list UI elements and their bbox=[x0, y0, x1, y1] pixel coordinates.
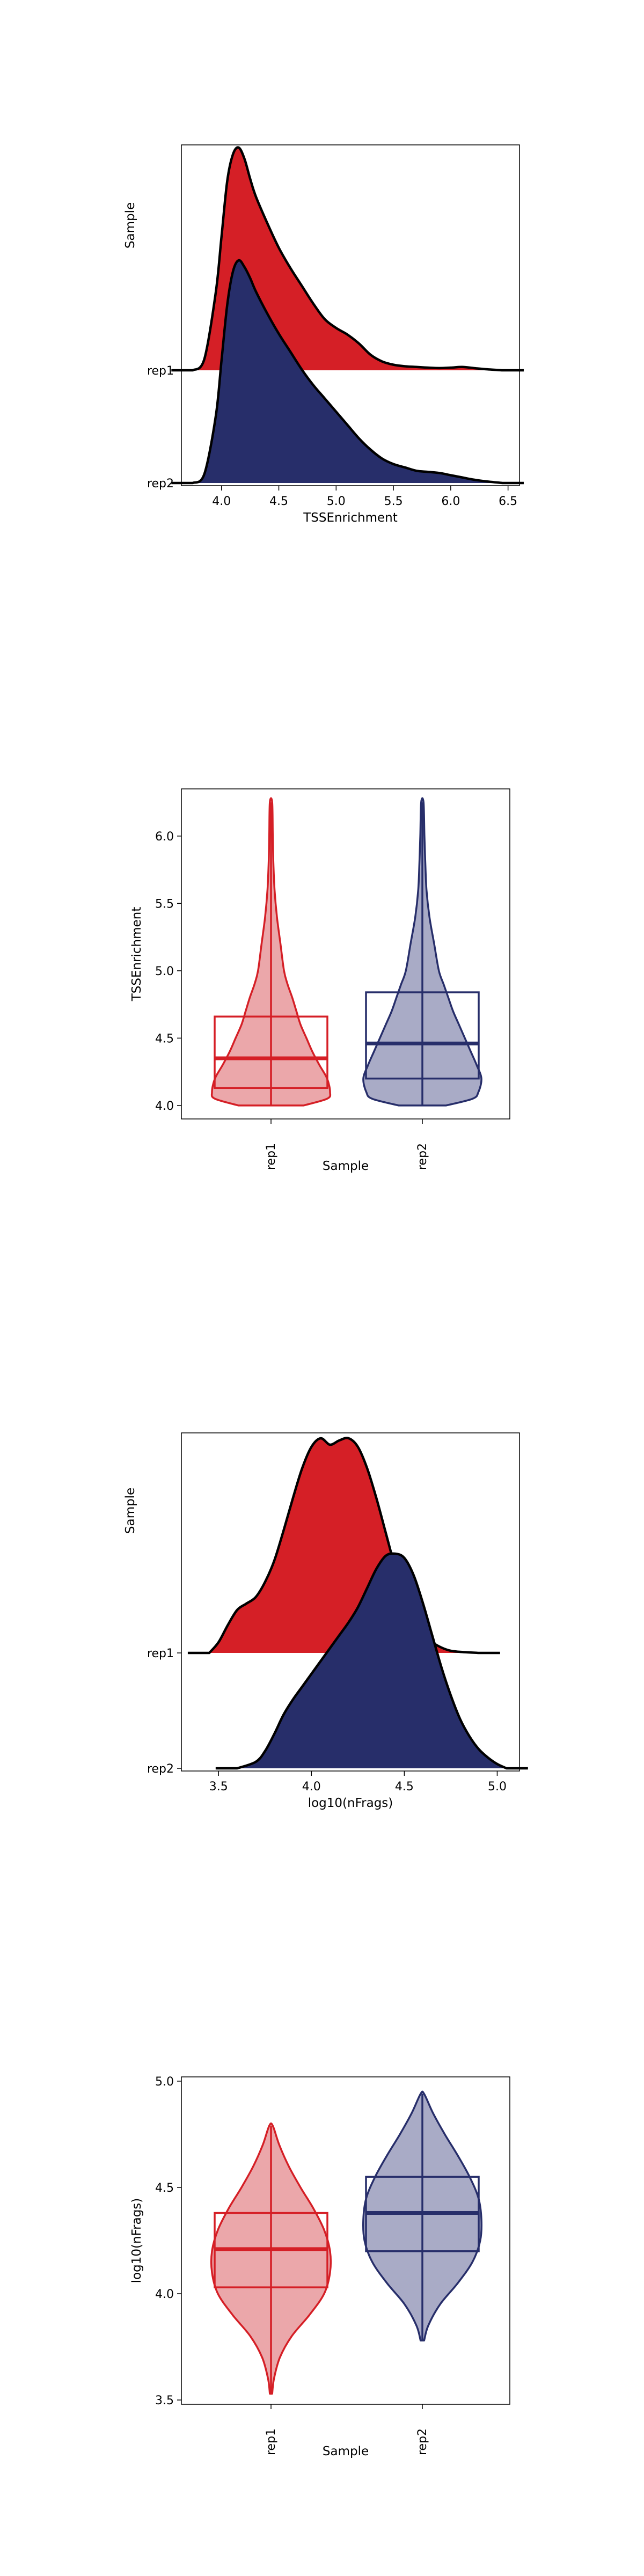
y-tick-label: 4.0 bbox=[155, 1100, 174, 1113]
x-tick-label-rep2: rep2 bbox=[416, 1143, 429, 1170]
ridge-line-rep2 bbox=[171, 259, 524, 485]
plot-frame bbox=[181, 788, 510, 1119]
x-tick-label: 6.0 bbox=[441, 495, 460, 508]
y-tick-label: 5.0 bbox=[155, 965, 174, 978]
x-tick-label-rep1: rep1 bbox=[265, 2428, 278, 2455]
violin-chart-2: rep1 rep2 4.0 4.5 5.0 5.5 6.0 Sample TSSEnrichme… bbox=[130, 788, 510, 1173]
ridge-fill-rep1 bbox=[193, 147, 502, 370]
y-tick-label: 3.5 bbox=[155, 2394, 174, 2407]
x-tick-label-rep2: rep2 bbox=[416, 2428, 429, 2455]
y-tick-label: 4.0 bbox=[155, 2288, 174, 2301]
y-tick-label: 6.0 bbox=[155, 830, 174, 844]
y-tick-label: 4.5 bbox=[155, 2182, 174, 2195]
ridge-fill-rep1 bbox=[209, 1438, 479, 1653]
x-tick-label: 4.5 bbox=[395, 1780, 414, 1794]
y-axis-label: TSSEnrichment bbox=[130, 907, 144, 1002]
x-tick-label: 4.0 bbox=[302, 1780, 321, 1794]
x-tick-label: 5.5 bbox=[384, 495, 403, 508]
x-tick-label-rep1: rep1 bbox=[265, 1143, 278, 1170]
x-axis-label: Sample bbox=[323, 2445, 369, 2458]
ridge-fill-rep2 bbox=[237, 1553, 507, 1768]
y-tick-label: 5.5 bbox=[155, 897, 174, 911]
x-tick-label: 6.5 bbox=[499, 495, 517, 508]
box-rep2 bbox=[365, 991, 480, 1080]
plot-frame bbox=[181, 144, 520, 486]
ridge-fill-rep2 bbox=[193, 260, 502, 483]
y-tick-label-rep1: rep1 bbox=[147, 1647, 174, 1660]
violin-chart-4: rep1 rep2 3.5 4.0 4.5 5.0 Sample log10(nFrags) bbox=[130, 2075, 510, 2458]
x-tick-label: 5.0 bbox=[488, 1780, 507, 1794]
x-axis-label: TSSEnrichment bbox=[303, 511, 398, 525]
plot-frame bbox=[181, 1432, 520, 1772]
x-axis-label: Sample bbox=[323, 1159, 369, 1173]
y-tick-label: 5.0 bbox=[155, 2075, 174, 2089]
x-tick-label: 4.0 bbox=[212, 495, 231, 508]
box-rep1 bbox=[214, 1015, 328, 1089]
ridge-line-rep1 bbox=[171, 146, 524, 372]
y-tick-label-rep2: rep2 bbox=[147, 477, 174, 491]
y-axis-label: log10(nFrags) bbox=[130, 2198, 144, 2284]
y-tick-label-rep2: rep2 bbox=[147, 1762, 174, 1776]
ridgeline-chart-3: rep1 rep2 3.5 4.0 4.5 5.0 log10(nFrags) Sample bbox=[123, 1432, 528, 1810]
y-axis-label: Sample bbox=[123, 1488, 137, 1534]
y-tick-label-rep1: rep1 bbox=[147, 364, 174, 378]
x-axis-label: log10(nFrags) bbox=[308, 1796, 393, 1810]
y-tick-label: 4.5 bbox=[155, 1032, 174, 1045]
ridgeline-chart-1: rep1 rep2 4.0 4.5 5.0 5.5 6.0 6.5 TSSEnrichment S… bbox=[123, 144, 524, 525]
ridge-line-rep2 bbox=[215, 1552, 528, 1770]
plot-frame bbox=[181, 2076, 510, 2405]
x-tick-label: 5.0 bbox=[327, 495, 346, 508]
x-tick-label: 3.5 bbox=[209, 1780, 228, 1794]
x-tick-label: 4.5 bbox=[269, 495, 288, 508]
y-axis-label: Sample bbox=[123, 202, 137, 248]
